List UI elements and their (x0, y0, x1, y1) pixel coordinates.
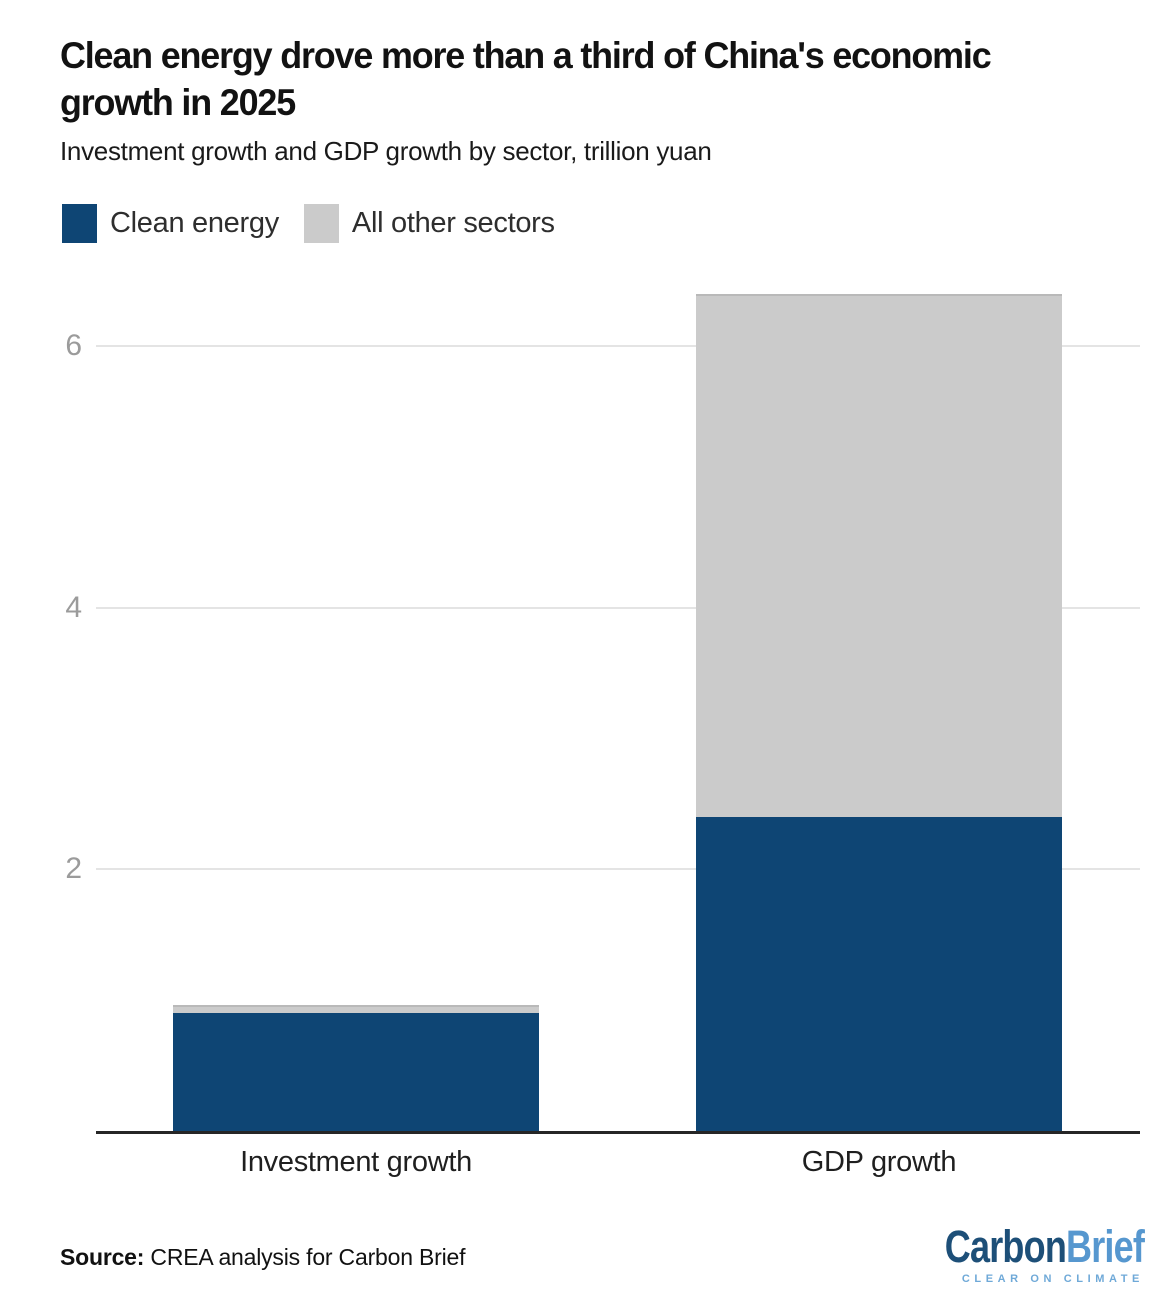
legend-swatch-clean-energy (62, 204, 97, 243)
legend-label-all-other-sectors: All other sectors (351, 207, 555, 239)
legend-swatch-all-other-sectors (303, 204, 339, 243)
chart-title-line-2: growth in 2025 (60, 82, 296, 123)
carbon-brief-logo: CarbonBrief CLEAR ON CLIMATE (895, 1221, 1145, 1286)
source-line: Source: CREA analysis for Carbon Brief (60, 1244, 465, 1271)
legend-label-clean-energy: Clean energy (110, 207, 279, 239)
y-tick-label-2: 2 (65, 852, 82, 886)
legend-item-all-other-sectors: All other sectors (303, 204, 555, 243)
x-axis-line (96, 1131, 1140, 1134)
x-axis-label-investment-growth: Investment growth (240, 1146, 472, 1178)
bar-segment-clean-energy-gdp-growth (696, 817, 1062, 1131)
carbon-brief-wordmark: CarbonBrief (944, 1221, 1145, 1272)
legend-item-clean-energy: Clean energy (62, 204, 279, 243)
bar-segment-clean-energy-investment-growth (173, 1013, 539, 1131)
y-tick-label-6: 6 (65, 329, 82, 363)
chart-title: Clean energy drove more than a third of … (60, 32, 1019, 126)
gridline-4 (96, 606, 1140, 609)
x-axis-label-gdp-growth: GDP growth (801, 1146, 957, 1178)
bar-segment-all-other-sectors-investment-growth (173, 1005, 539, 1014)
gridline-2 (96, 868, 1140, 871)
gridline-6 (96, 345, 1140, 348)
source-text: CREA analysis for Carbon Brief (144, 1244, 466, 1270)
bar-segment-all-other-sectors-gdp-growth (696, 293, 1062, 818)
chart-subtitle: Investment growth and GDP growth by sect… (60, 136, 712, 166)
logo-tagline: CLEAR ON CLIMATE (961, 1273, 1144, 1285)
source-label: Source: (60, 1244, 145, 1270)
y-tick-label-4: 4 (65, 590, 82, 624)
logo-word-carbon: Carbon (944, 1221, 1067, 1272)
logo-word-brief: Brief (1065, 1221, 1145, 1272)
legend: Clean energy All other sectors (62, 204, 555, 243)
chart-title-line-1: Clean energy drove more than a third of … (60, 35, 992, 76)
